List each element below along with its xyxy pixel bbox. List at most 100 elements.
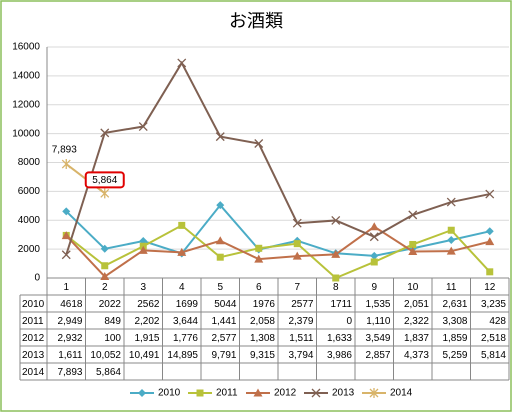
legend-label: 2014 bbox=[390, 388, 413, 399]
table-cell: 5,259 bbox=[442, 350, 467, 361]
x-tick-label: 4 bbox=[179, 282, 185, 293]
marker bbox=[292, 218, 302, 228]
table-cell: 3,986 bbox=[327, 350, 352, 361]
series-line bbox=[65, 60, 490, 256]
table-cell: 9,315 bbox=[250, 350, 275, 361]
table-cell: 2,518 bbox=[481, 333, 506, 344]
table-cell: 1,535 bbox=[365, 299, 390, 310]
table-cell: 10,491 bbox=[129, 350, 160, 361]
legend-label: 2011 bbox=[216, 388, 238, 399]
marker bbox=[254, 139, 264, 148]
table-cell: 4618 bbox=[60, 299, 83, 310]
marker bbox=[447, 226, 455, 234]
marker bbox=[369, 232, 379, 242]
table-cell: 3,644 bbox=[173, 316, 198, 327]
marker bbox=[446, 197, 456, 207]
marker bbox=[62, 207, 71, 216]
marker bbox=[311, 388, 321, 398]
table-cell: 100 bbox=[104, 333, 121, 344]
x-tick-label: 3 bbox=[140, 282, 146, 293]
marker bbox=[409, 240, 417, 248]
table-cell: 5044 bbox=[214, 299, 237, 310]
table-cell: 5,864 bbox=[96, 367, 121, 378]
table-cell: 2,932 bbox=[57, 333, 82, 344]
marker bbox=[216, 253, 224, 261]
table-cell: 2,577 bbox=[211, 333, 236, 344]
marker bbox=[101, 262, 109, 270]
table-cell: 1,633 bbox=[327, 333, 352, 344]
y-tick-label: 0 bbox=[34, 273, 40, 284]
chart-title: お酒類 bbox=[229, 11, 283, 31]
table-row-label: 2014 bbox=[22, 367, 45, 378]
table-cell: 2,949 bbox=[57, 316, 82, 327]
marker bbox=[177, 58, 187, 68]
table-cell: 3,308 bbox=[442, 316, 467, 327]
table-cell: 2,857 bbox=[365, 350, 390, 361]
table-cell: 3,235 bbox=[481, 299, 506, 310]
table-cell: 10,052 bbox=[90, 350, 121, 361]
table-cell: 4,373 bbox=[404, 350, 429, 361]
marker bbox=[100, 188, 110, 199]
table-cell: 2,322 bbox=[404, 316, 429, 327]
marker bbox=[138, 389, 146, 397]
y-tick-label: 2000 bbox=[18, 244, 41, 255]
y-tick-label: 6000 bbox=[18, 186, 41, 197]
x-tick-label: 2 bbox=[102, 282, 108, 293]
table-cell: 2562 bbox=[137, 299, 160, 310]
table-row-label: 2012 bbox=[22, 333, 45, 344]
marker bbox=[138, 122, 148, 131]
marker bbox=[178, 221, 186, 229]
highlight-box bbox=[84, 171, 125, 189]
marker bbox=[446, 246, 456, 255]
table-row-label: 2013 bbox=[22, 350, 45, 361]
marker bbox=[370, 258, 378, 266]
table-cell: 1,837 bbox=[404, 333, 429, 344]
marker bbox=[254, 254, 264, 263]
x-tick-label: 1 bbox=[63, 282, 69, 293]
table-cell: 0 bbox=[346, 316, 352, 327]
marker bbox=[100, 244, 109, 253]
marker bbox=[485, 189, 495, 199]
y-tick-label: 14000 bbox=[12, 71, 40, 82]
marker bbox=[370, 251, 379, 260]
marker bbox=[253, 388, 263, 397]
table-row-label: 2011 bbox=[22, 316, 44, 327]
marker bbox=[61, 159, 71, 170]
table-cell: 1976 bbox=[253, 299, 276, 310]
table-cell: 2577 bbox=[291, 299, 314, 310]
series-line bbox=[65, 225, 490, 278]
table-cell: 14,895 bbox=[167, 350, 198, 361]
y-tick-label: 12000 bbox=[12, 99, 40, 110]
marker bbox=[408, 246, 418, 255]
table-cell: 2,058 bbox=[250, 316, 275, 327]
x-tick-label: 8 bbox=[333, 282, 339, 293]
legend-label: 2010 bbox=[158, 388, 181, 399]
marker bbox=[331, 215, 341, 225]
table-cell: 2,631 bbox=[442, 299, 467, 310]
x-tick-label: 7 bbox=[294, 282, 300, 293]
table-cell: 1,915 bbox=[134, 333, 159, 344]
marker bbox=[486, 268, 494, 276]
marker bbox=[485, 227, 494, 236]
table-cell: 3,794 bbox=[288, 350, 313, 361]
marker bbox=[100, 272, 110, 281]
y-tick-label: 16000 bbox=[12, 42, 40, 53]
table-cell: 2,051 bbox=[404, 299, 429, 310]
table-cell: 1711 bbox=[330, 299, 352, 310]
marker bbox=[369, 388, 379, 398]
marker bbox=[255, 244, 263, 252]
table-cell: 2,379 bbox=[288, 316, 313, 327]
x-tick-label: 5 bbox=[217, 282, 223, 293]
marker bbox=[408, 210, 418, 220]
table-cell: 5,814 bbox=[481, 350, 506, 361]
table-cell: 428 bbox=[489, 316, 506, 327]
x-tick-label: 6 bbox=[256, 282, 262, 293]
table-row-label: 2010 bbox=[22, 299, 45, 310]
marker bbox=[369, 222, 379, 231]
data-label: 7,893 bbox=[52, 145, 77, 156]
marker bbox=[332, 274, 340, 282]
legend-label: 2013 bbox=[332, 388, 355, 399]
table-cell: 2022 bbox=[99, 299, 122, 310]
table-cell: 7,893 bbox=[57, 367, 82, 378]
